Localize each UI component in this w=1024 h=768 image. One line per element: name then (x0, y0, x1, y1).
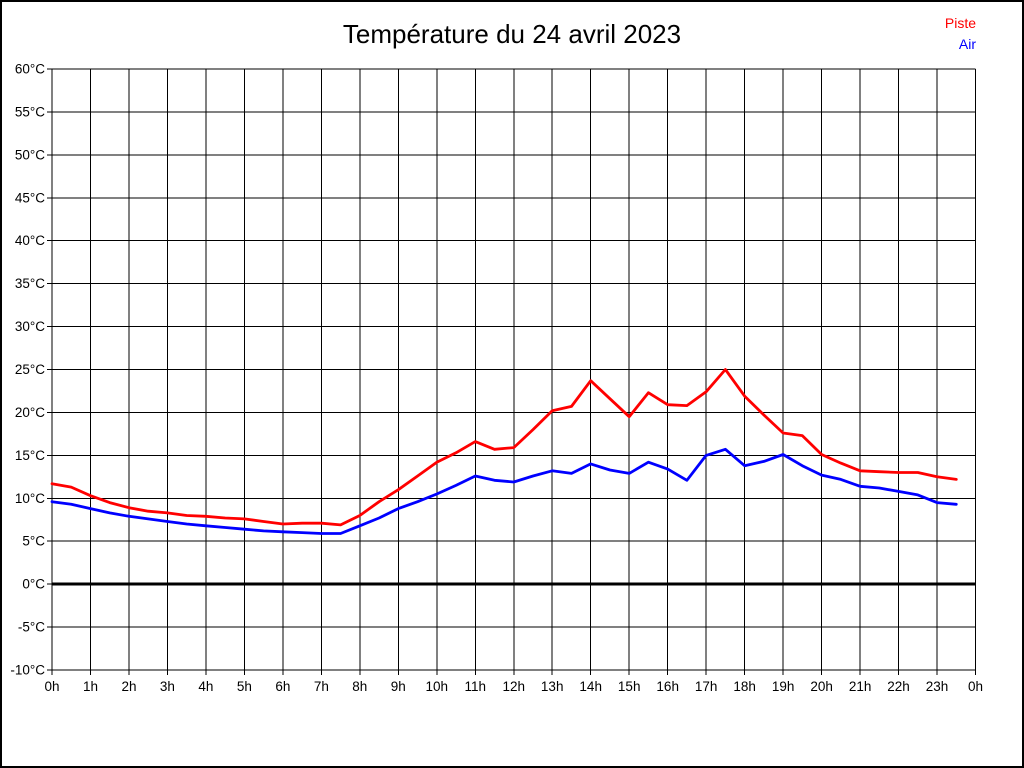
svg-text:3h: 3h (160, 679, 175, 694)
svg-text:25°C: 25°C (15, 362, 45, 377)
legend-item-piste: Piste (944, 15, 976, 31)
svg-text:20°C: 20°C (15, 405, 45, 420)
svg-text:5h: 5h (237, 679, 252, 694)
svg-text:14h: 14h (579, 679, 602, 694)
svg-text:7h: 7h (314, 679, 329, 694)
svg-text:-10°C: -10°C (10, 663, 45, 678)
svg-text:30°C: 30°C (15, 319, 45, 334)
svg-text:0h: 0h (44, 679, 59, 694)
svg-text:40°C: 40°C (15, 233, 45, 248)
svg-text:9h: 9h (391, 679, 406, 694)
svg-text:55°C: 55°C (15, 104, 45, 119)
svg-text:6h: 6h (275, 679, 290, 694)
svg-text:13h: 13h (541, 679, 564, 694)
svg-text:15h: 15h (618, 679, 641, 694)
svg-text:0h: 0h (968, 679, 983, 694)
legend: Piste Air (945, 13, 976, 55)
svg-text:10°C: 10°C (15, 491, 45, 506)
svg-text:4h: 4h (198, 679, 213, 694)
legend-item-air: Air (958, 36, 976, 52)
svg-text:2h: 2h (121, 679, 136, 694)
svg-text:60°C: 60°C (15, 62, 45, 77)
svg-text:50°C: 50°C (15, 147, 45, 162)
svg-text:19h: 19h (772, 679, 795, 694)
svg-text:5°C: 5°C (22, 534, 45, 549)
svg-text:0°C: 0°C (22, 577, 45, 592)
svg-text:18h: 18h (733, 679, 756, 694)
svg-text:12h: 12h (503, 679, 526, 694)
svg-text:22h: 22h (887, 679, 910, 694)
svg-text:15°C: 15°C (15, 448, 45, 463)
svg-text:45°C: 45°C (15, 190, 45, 205)
svg-text:10h: 10h (426, 679, 449, 694)
svg-text:1h: 1h (83, 679, 98, 694)
chart-title: Température du 24 avril 2023 (342, 19, 682, 49)
svg-text:16h: 16h (656, 679, 679, 694)
svg-text:-5°C: -5°C (18, 620, 45, 635)
svg-text:8h: 8h (352, 679, 367, 694)
svg-text:23h: 23h (926, 679, 949, 694)
svg-text:17h: 17h (695, 679, 718, 694)
svg-text:20h: 20h (810, 679, 833, 694)
svg-text:11h: 11h (465, 679, 487, 694)
svg-text:21h: 21h (849, 679, 872, 694)
svg-text:35°C: 35°C (15, 276, 45, 291)
